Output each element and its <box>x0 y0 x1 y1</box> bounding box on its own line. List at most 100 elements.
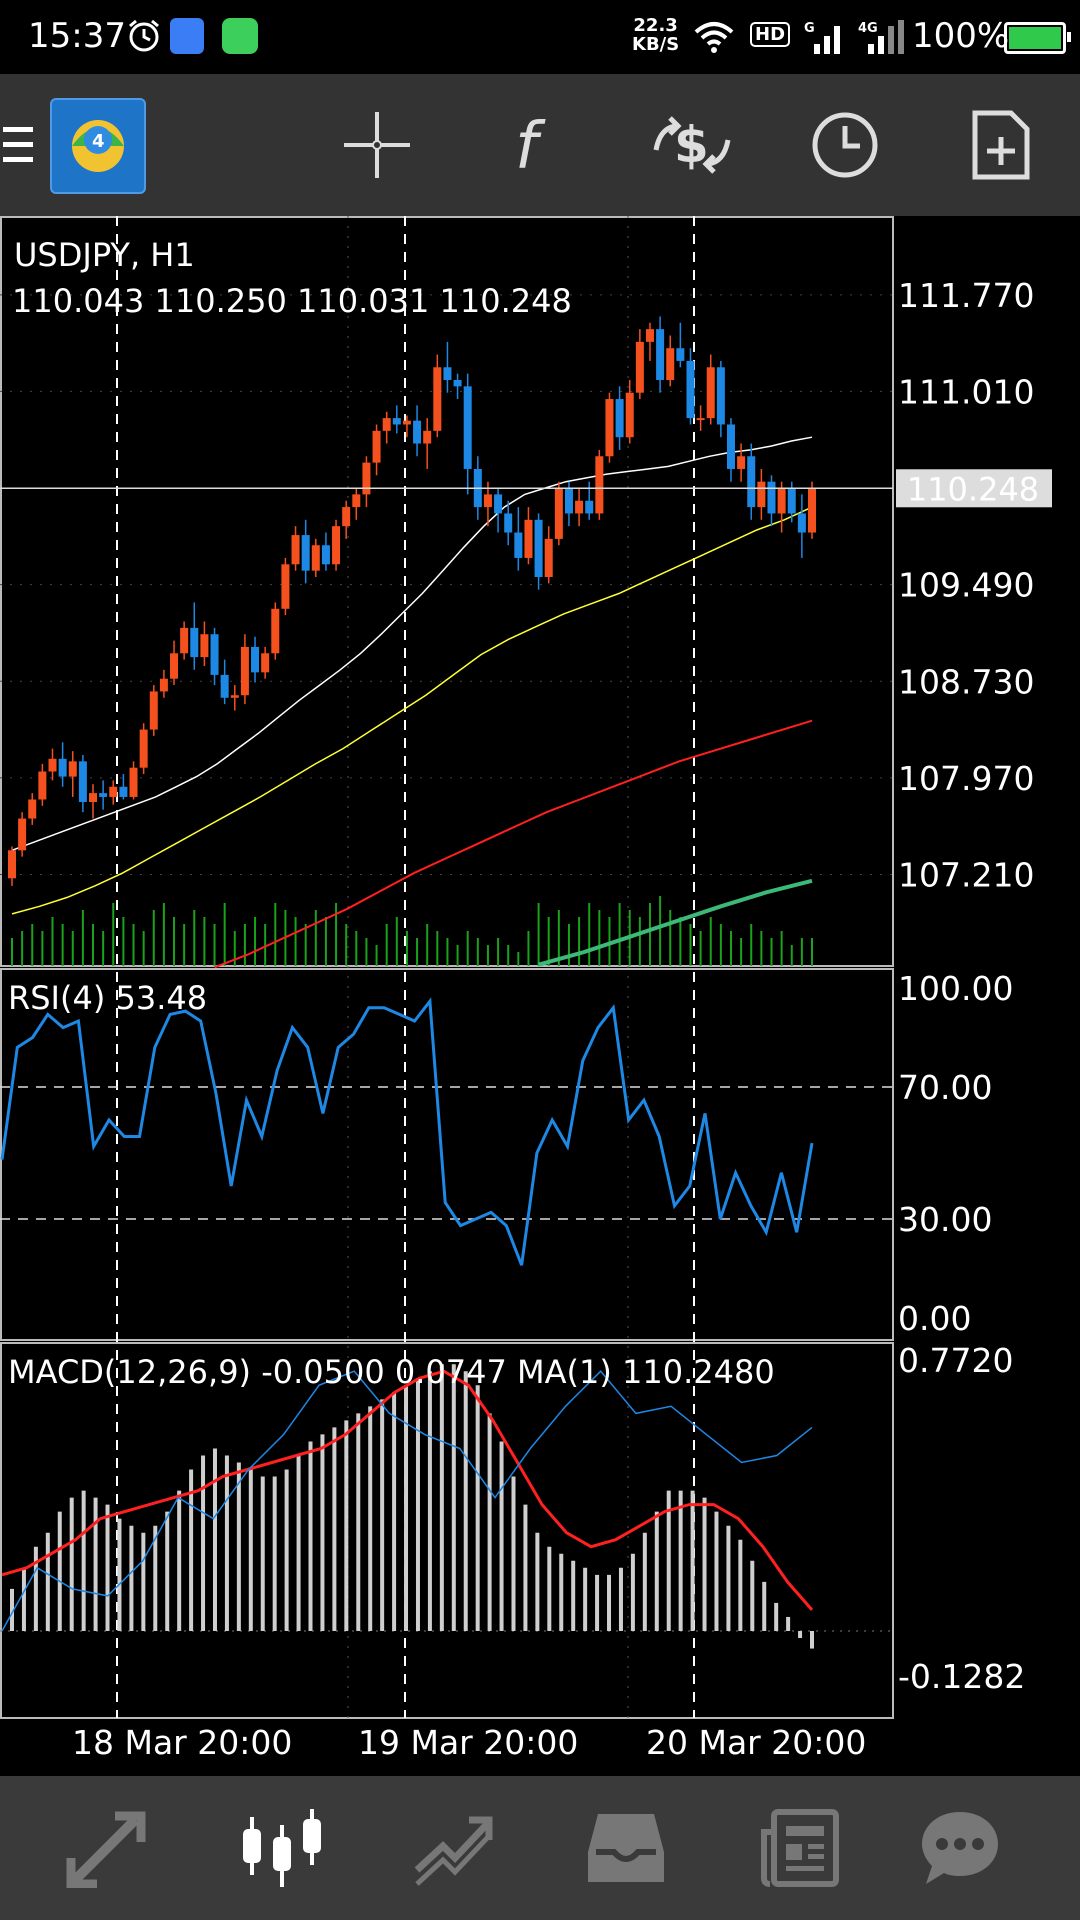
signal-icon: G <box>804 21 840 54</box>
net-speed-unit: KB/S <box>632 34 680 55</box>
candle-body <box>757 481 766 508</box>
svg-text:4: 4 <box>92 131 105 152</box>
candle-body <box>564 488 573 514</box>
candle-body <box>656 329 665 380</box>
panel-border <box>0 216 894 967</box>
crosshair-icon <box>344 112 410 178</box>
moving-averages <box>11 436 813 969</box>
candle-body <box>48 758 57 772</box>
candle-body <box>676 348 685 361</box>
nav-trade[interactable] <box>394 1776 514 1920</box>
macd-label: MACD(12,26,9) -0.0500 0.0747 MA(1) 110.2… <box>8 1353 775 1391</box>
candle-body <box>625 392 634 438</box>
candle-body <box>413 420 422 444</box>
candle-body <box>38 771 47 800</box>
app-logo-icon[interactable]: 4 <box>50 98 146 194</box>
candle-body <box>635 341 644 393</box>
candle-body <box>645 329 654 342</box>
candle-body <box>433 367 442 431</box>
candle-body <box>716 367 725 425</box>
candle-body <box>463 386 472 469</box>
chart-area[interactable]: 110.248 111.770 111.010 109.490 108.730 107.9… <box>0 216 1080 1776</box>
nav-chart[interactable] <box>222 1776 342 1920</box>
crosshair-button[interactable] <box>332 74 422 216</box>
price-tick-label: 107.970 <box>898 759 1034 798</box>
candle-body <box>301 535 310 571</box>
candle-body <box>311 545 320 571</box>
candle-body <box>382 418 391 431</box>
rsi-panel <box>0 997 893 1266</box>
candle-body <box>524 519 533 558</box>
candle-body <box>159 678 168 692</box>
time-tick-label: 19 Mar 20:00 <box>358 1723 578 1762</box>
new-order-button[interactable] <box>956 74 1046 216</box>
candle-body <box>129 767 138 797</box>
candle-body <box>149 691 158 730</box>
trade-icon <box>414 1816 493 1886</box>
candle-body <box>352 494 361 508</box>
message-app-icon <box>222 18 258 54</box>
candle-body <box>281 564 290 609</box>
time-tick-label: 20 Mar 20:00 <box>646 1723 866 1762</box>
nav-history[interactable] <box>566 1776 686 1920</box>
status-bar: 15:37 22.3 KB/S HD G 4G 100% <box>0 0 1080 74</box>
candle-body <box>362 462 371 495</box>
panel-border <box>0 968 894 1341</box>
nav-news[interactable] <box>740 1776 860 1920</box>
alarm-icon <box>129 19 159 52</box>
candle-body <box>220 674 229 698</box>
indicators-button[interactable]: f <box>488 74 578 216</box>
candle-body <box>483 494 492 508</box>
candle-body <box>726 424 735 469</box>
rsi-tick-label: 30.00 <box>898 1200 992 1239</box>
candle-body <box>696 418 705 421</box>
chart-toolbar: 4 f $ <box>0 74 1080 216</box>
chart-canvas[interactable]: 110.248 111.770 111.010 109.490 108.730 107.9… <box>0 216 1080 1776</box>
chart-candles-icon <box>243 1809 321 1887</box>
rsi-tick-label: 0.00 <box>898 1299 971 1338</box>
candles <box>8 316 816 886</box>
candle-body <box>392 418 401 425</box>
chart-grid <box>0 216 894 1719</box>
candle-body <box>210 634 219 675</box>
candle-body <box>89 793 98 803</box>
rsi-label: RSI(4) 53.48 <box>8 979 207 1017</box>
price-tick-label: 108.730 <box>898 662 1034 701</box>
candle-body <box>797 513 806 533</box>
candle-body <box>615 399 624 438</box>
ma-long-line <box>538 878 813 967</box>
rsi-line <box>0 997 814 1266</box>
candle-body <box>321 545 330 565</box>
macd-main-line <box>1 1370 813 1632</box>
candle-body <box>78 761 87 803</box>
rsi-tick-label: 100.00 <box>898 969 1013 1008</box>
messages-chat-icon <box>922 1812 998 1884</box>
candle-body <box>58 758 67 777</box>
battery-icon <box>1004 22 1071 54</box>
candle-body <box>605 399 614 457</box>
trade-button[interactable]: $ <box>642 74 742 216</box>
nav-messages[interactable] <box>900 1776 1020 1920</box>
timeframe-button[interactable] <box>800 74 890 216</box>
candle-body <box>119 786 128 797</box>
candle-body <box>554 488 563 539</box>
shield-icon <box>170 18 204 54</box>
indicators-f-icon: f <box>515 110 546 180</box>
candle-body <box>585 500 594 514</box>
wifi-icon <box>694 22 734 53</box>
candle-body <box>777 488 786 514</box>
candle-body <box>737 456 746 469</box>
menu-button[interactable] <box>0 74 40 216</box>
candle-body <box>109 786 118 797</box>
candle-body <box>342 507 351 527</box>
price-tick-label: 111.770 <box>898 276 1034 315</box>
macd-tick-label: 0.7720 <box>898 1341 1013 1380</box>
nav-quotes[interactable] <box>50 1776 170 1920</box>
macd-panel <box>0 1364 893 1649</box>
macd-tick-label: -0.1282 <box>898 1657 1025 1696</box>
indicators-glyph: f <box>515 110 546 180</box>
candle-body <box>190 627 199 658</box>
candle-body <box>494 494 503 514</box>
candle-body <box>372 430 381 463</box>
axes: 110.248 111.770 111.010 109.490 108.730 107.9… <box>0 276 1052 1762</box>
